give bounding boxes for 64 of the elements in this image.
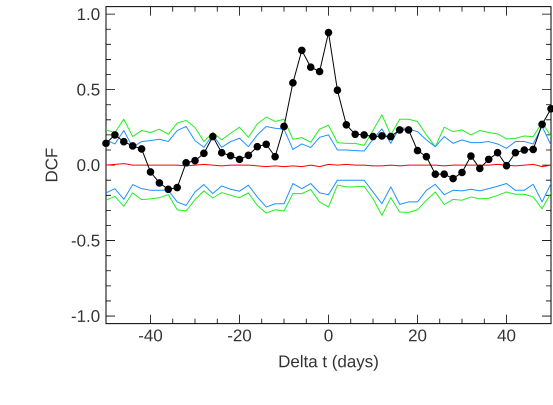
point [298, 46, 306, 54]
point [164, 185, 172, 194]
point [128, 142, 136, 150]
y-tick-label: 0.0 [77, 159, 100, 172]
point [209, 132, 217, 140]
point [432, 170, 440, 178]
point [422, 152, 430, 160]
point [146, 168, 154, 176]
x-tick-label: -40 [139, 329, 162, 342]
line-series [106, 184, 552, 216]
point [449, 174, 457, 182]
point [138, 145, 146, 153]
y-axis-title: DCF [45, 148, 58, 182]
point [484, 156, 493, 164]
point [324, 28, 332, 36]
point [254, 142, 262, 150]
point [289, 79, 297, 87]
point [120, 138, 128, 146]
point [218, 148, 226, 157]
point [502, 162, 510, 170]
point [111, 131, 119, 139]
point [226, 152, 234, 160]
point [360, 131, 368, 139]
point [102, 140, 110, 148]
point [156, 179, 164, 187]
point [236, 156, 244, 164]
point [369, 132, 377, 140]
point [262, 140, 270, 148]
point [271, 152, 279, 160]
point [396, 126, 404, 134]
point [173, 184, 181, 192]
point [387, 132, 395, 140]
point [414, 146, 422, 154]
point [316, 68, 324, 76]
y-tick-label: -0.5 [72, 234, 100, 247]
point [191, 156, 199, 165]
x-tick-label: -20 [228, 329, 252, 342]
point [520, 146, 528, 154]
point [538, 120, 546, 128]
point [351, 130, 360, 138]
x-tick-label: 0 [324, 329, 333, 342]
x-axis-title: Delta t (days) [280, 354, 378, 371]
point [280, 122, 288, 130]
point [512, 148, 520, 157]
point [182, 159, 190, 167]
x-tick-label: 20 [408, 329, 426, 342]
point [476, 164, 484, 172]
point [306, 63, 315, 71]
y-tick-label: 0.5 [77, 84, 100, 96]
point [334, 86, 342, 94]
point [440, 170, 448, 178]
point [342, 120, 350, 129]
x-tick-label: 40 [497, 329, 516, 342]
point [404, 126, 412, 134]
point [529, 146, 538, 154]
y-tick-label: -1.0 [72, 310, 100, 322]
y-tick-label: 1.0 [78, 8, 100, 20]
point [378, 132, 386, 140]
point [467, 152, 475, 160]
point [458, 168, 466, 176]
point [244, 151, 252, 160]
line-series [106, 114, 552, 148]
point [494, 148, 502, 157]
point [200, 150, 208, 158]
